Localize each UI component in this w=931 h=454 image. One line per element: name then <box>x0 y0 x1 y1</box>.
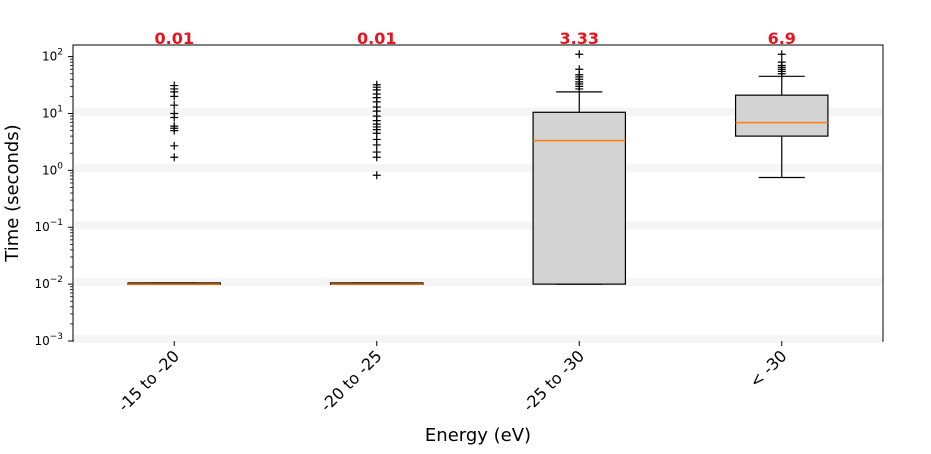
x-tick-label: -20 to -25 <box>317 346 386 415</box>
flier-marker <box>372 171 381 180</box>
y-axis-title: Time (seconds) <box>2 124 23 262</box>
flier-marker <box>170 101 179 110</box>
median-value-label: 0.01 <box>357 29 396 48</box>
y-tick-label: 10−3 <box>34 332 63 348</box>
flier-marker <box>372 148 381 157</box>
box-group: 0.01 <box>127 29 222 286</box>
x-axis-ticks: -15 to -20 -20 to -25 -25 to -30 < -30 <box>114 341 791 415</box>
median-value-label: 0.01 <box>155 29 194 48</box>
flier-marker <box>170 81 179 90</box>
flier-marker <box>170 122 179 131</box>
y-tick-label: 100 <box>42 161 63 177</box>
y-tick-label: 10−2 <box>34 275 63 291</box>
median-value-label: 6.9 <box>768 29 796 48</box>
x-tick-label: -15 to -20 <box>114 346 183 415</box>
box-group: 3.33 <box>532 29 627 285</box>
y-tick-label: 101 <box>42 104 63 120</box>
flier-marker <box>575 50 584 59</box>
y-tick-label: 102 <box>42 48 63 64</box>
flier-marker <box>170 153 179 162</box>
box-iqr <box>532 111 627 285</box>
box-group: 6.9 <box>734 29 829 179</box>
flier-marker <box>372 80 381 89</box>
median-value-label: 3.33 <box>560 29 599 48</box>
x-tick-label: < -30 <box>746 346 791 391</box>
flier-marker <box>170 141 179 150</box>
box-iqr <box>734 94 829 137</box>
flier-marker <box>777 58 786 67</box>
x-tick-label: -25 to -30 <box>519 346 588 415</box>
y-tick-label: 10−1 <box>34 218 63 234</box>
marks-layer: 0.01 0.01 3.33 6.9 <box>74 29 882 343</box>
flier-marker <box>777 50 786 59</box>
flier-marker <box>575 65 584 74</box>
y-axis-ticks: 10−3 10−2 10−1 100 101 102 <box>34 48 73 348</box>
x-axis-title: Energy (eV) <box>425 425 531 446</box>
plot-area <box>72 44 884 342</box>
flier-marker <box>170 109 179 118</box>
box-group: 0.01 <box>329 29 424 286</box>
